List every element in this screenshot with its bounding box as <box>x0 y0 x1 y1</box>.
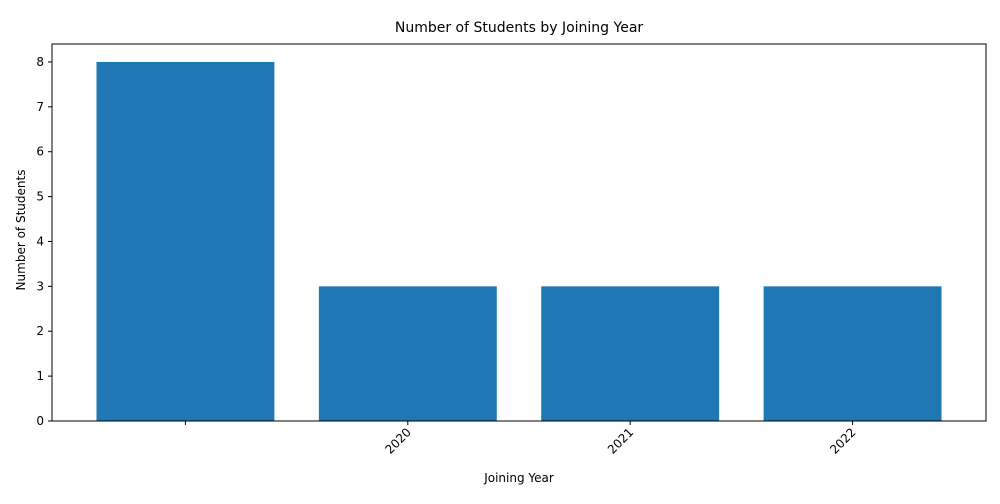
y-tick-label: 6 <box>36 145 44 159</box>
bar-blank <box>96 61 275 421</box>
x-tick-label: 2020 <box>382 425 413 456</box>
y-tick-label: 1 <box>36 369 44 383</box>
y-tick-label: 0 <box>36 414 44 428</box>
y-tick-label: 3 <box>36 279 44 293</box>
y-axis-label: Number of Students <box>14 170 28 291</box>
bar-2022 <box>763 286 942 421</box>
y-tick-label: 4 <box>36 234 44 248</box>
y-tick-label: 5 <box>36 190 44 204</box>
y-axis-ticks: 0 1 2 3 4 5 6 7 8 <box>36 55 52 428</box>
x-axis-label: Joining Year <box>483 471 554 485</box>
x-axis-ticks: 2020 2021 2022 <box>184 421 859 457</box>
plot-frame <box>51 43 987 422</box>
y-tick-label: 2 <box>36 324 44 338</box>
bar-2021 <box>541 286 720 421</box>
y-tick-label: 7 <box>36 100 44 114</box>
x-tick-label: 2021 <box>605 425 636 456</box>
bars-group <box>96 61 942 421</box>
chart-title: Number of Students by Joining Year <box>395 20 644 36</box>
x-tick-label: 2022 <box>827 425 858 456</box>
bar-2020 <box>318 286 497 421</box>
y-tick-label: 8 <box>36 55 44 69</box>
